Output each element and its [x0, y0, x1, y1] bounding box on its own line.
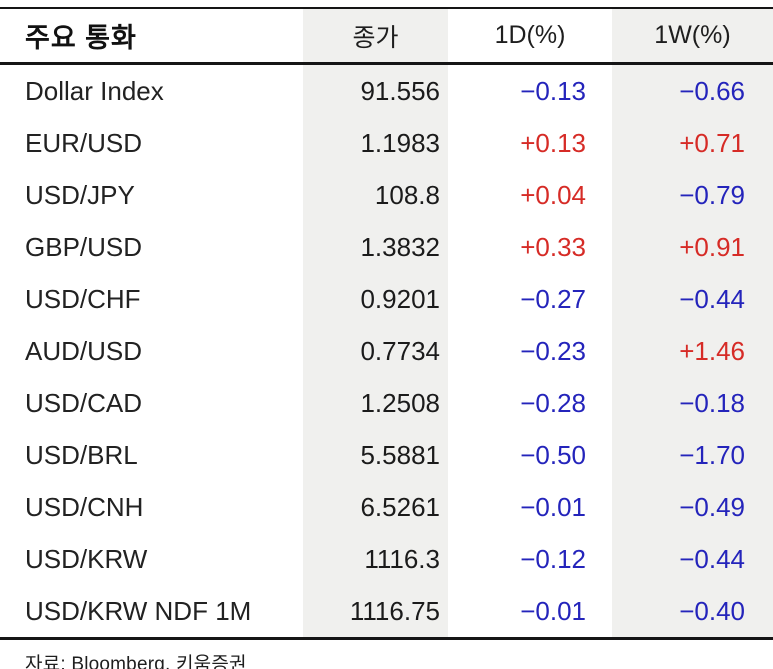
currency-label: USD/KRW NDF 1M [25, 595, 252, 626]
table-row: AUD/USD 0.7734 −0.23 +1.46 [0, 325, 773, 377]
close-value: 0.7734 [360, 335, 440, 366]
close-value: 5.5881 [360, 439, 440, 470]
table-row: USD/CHF 0.9201 −0.27 −0.44 [0, 273, 773, 325]
close-value: 1.1983 [360, 127, 440, 158]
col-header-currency: 주요 통화 [0, 8, 303, 65]
close-value: 1.2508 [360, 387, 440, 418]
table-row: USD/BRL 5.5881 −0.50 −1.70 [0, 429, 773, 481]
currency-label: USD/BRL [25, 439, 138, 470]
table-row: EUR/USD 1.1983 +0.13 +0.71 [0, 117, 773, 169]
change-1d: −0.23 [520, 335, 586, 366]
change-1d: −0.27 [520, 283, 586, 314]
currency-label: EUR/USD [25, 127, 143, 158]
close-value: 1.3832 [360, 231, 440, 262]
change-1w: −0.44 [679, 543, 745, 574]
change-1d: −0.12 [520, 543, 586, 574]
close-value: 0.9201 [360, 283, 440, 314]
table-row: USD/JPY 108.8 +0.04 −0.79 [0, 169, 773, 221]
change-1w: +0.91 [679, 231, 745, 262]
col-header-1d: 1D(%) [448, 8, 612, 65]
change-1w: −0.49 [679, 491, 745, 522]
currency-label: GBP/USD [25, 231, 143, 262]
change-1w: +0.71 [679, 127, 745, 158]
close-value: 1116.3 [364, 543, 440, 574]
change-1w: −0.66 [679, 75, 745, 106]
table-row: GBP/USD 1.3832 +0.33 +0.91 [0, 221, 773, 273]
change-1w: −0.18 [679, 387, 745, 418]
table-row: Dollar Index 91.556 −0.13 −0.66 [0, 64, 773, 118]
currency-table: 주요 통화 종가 1D(%) 1W(%) Dollar Index 91.556… [0, 7, 773, 640]
change-1w: −0.40 [679, 595, 745, 626]
close-value: 91.556 [360, 75, 440, 106]
currency-label: USD/CNH [25, 491, 144, 522]
col-header-close: 종가 [303, 8, 448, 65]
currency-label: Dollar Index [25, 75, 164, 106]
currency-label: USD/CHF [25, 283, 141, 314]
currency-label: USD/JPY [25, 179, 135, 210]
close-value: 6.5261 [360, 491, 440, 522]
table-row: USD/CNH 6.5261 −0.01 −0.49 [0, 481, 773, 533]
currency-label: USD/CAD [25, 387, 143, 418]
change-1d: +0.13 [520, 127, 586, 158]
header-row: 주요 통화 종가 1D(%) 1W(%) [0, 8, 773, 65]
close-value: 1116.75 [349, 595, 440, 626]
currency-label: USD/KRW [25, 543, 148, 574]
change-1w: −0.44 [679, 283, 745, 314]
close-value: 108.8 [374, 179, 440, 210]
change-1w: −0.79 [679, 179, 745, 210]
col-header-1w: 1W(%) [612, 8, 773, 65]
table-row: USD/CAD 1.2508 −0.28 −0.18 [0, 377, 773, 429]
change-1d: −0.50 [520, 439, 586, 470]
currency-label: AUD/USD [25, 335, 143, 366]
change-1d: +0.33 [520, 231, 586, 262]
table-row: USD/KRW NDF 1M 1116.75 −0.01 −0.40 [0, 585, 773, 639]
change-1w: +1.46 [679, 335, 745, 366]
source-note: 자료: Bloomberg, 키움증권 [25, 654, 247, 669]
change-1d: −0.01 [520, 491, 586, 522]
table-body: Dollar Index 91.556 −0.13 −0.66 EUR/USD … [0, 64, 773, 639]
change-1d: −0.28 [520, 387, 586, 418]
change-1d: −0.01 [520, 595, 586, 626]
change-1w: −1.70 [679, 439, 745, 470]
change-1d: −0.13 [520, 75, 586, 106]
table-row: USD/KRW 1116.3 −0.12 −0.44 [0, 533, 773, 585]
change-1d: +0.04 [520, 179, 586, 210]
